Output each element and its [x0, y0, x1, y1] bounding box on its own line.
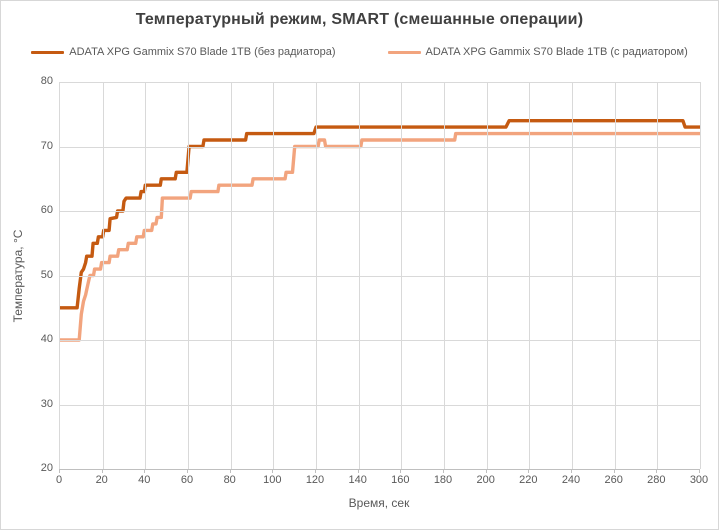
x-tick-label: 40 — [138, 474, 151, 486]
x-tick-mark — [59, 469, 60, 473]
x-axis-title: Время, сек — [348, 496, 410, 510]
v-gridline — [316, 82, 317, 469]
x-tick-mark — [571, 469, 572, 473]
legend-item-with-heatsink: ADATA XPG Gammix S70 Blade 1TB (с радиат… — [387, 46, 688, 58]
v-gridline — [230, 82, 232, 469]
x-tick-mark — [187, 469, 188, 473]
v-gridline — [572, 82, 573, 469]
h-gridline — [60, 82, 700, 83]
x-tick-mark — [272, 469, 274, 473]
v-gridline — [102, 82, 104, 469]
x-tick-label: 160 — [391, 474, 410, 486]
h-gridline — [60, 404, 700, 406]
series-line-0 — [60, 119, 700, 310]
y-tick-label: 60 — [40, 204, 53, 216]
y-tick-label: 40 — [40, 333, 53, 345]
x-tick-mark — [699, 469, 700, 473]
v-gridline — [529, 82, 531, 469]
legend-swatch — [387, 50, 421, 54]
series-line-1 — [60, 131, 700, 342]
x-tick-label: 60 — [180, 474, 194, 486]
v-gridline — [700, 82, 701, 469]
x-tick-label: 20 — [95, 474, 108, 486]
x-tick-mark — [613, 469, 615, 473]
x-tick-label: 260 — [604, 474, 623, 486]
h-gridline — [60, 146, 700, 148]
x-tick-label: 220 — [519, 474, 538, 486]
v-gridline — [358, 82, 360, 469]
y-tick-label: 50 — [40, 268, 53, 281]
x-tick-mark — [357, 469, 359, 473]
x-tick-mark — [400, 469, 402, 473]
h-gridline — [60, 340, 700, 341]
x-tick-label: 80 — [223, 474, 236, 486]
x-tick-mark — [528, 469, 530, 473]
x-tick-mark — [101, 469, 103, 473]
v-gridline — [614, 82, 616, 469]
h-gridline — [60, 275, 700, 277]
plot-area — [59, 82, 701, 470]
y-tick-label: 80 — [40, 75, 53, 87]
x-tick-mark — [144, 469, 146, 473]
x-tick-label: 120 — [305, 474, 325, 486]
x-tick-label: 180 — [433, 474, 453, 486]
x-tick-label: 140 — [348, 474, 367, 486]
x-tick-label: 0 — [55, 474, 63, 486]
y-tick-label: 20 — [40, 462, 53, 474]
x-tick-mark — [315, 469, 316, 473]
v-gridline — [145, 82, 147, 469]
v-gridline — [273, 82, 275, 469]
x-tick-label: 300 — [689, 474, 709, 486]
v-gridline — [486, 82, 488, 469]
chart-title: Температурный режим, SMART (смешанные оп… — [135, 11, 584, 28]
v-gridline — [401, 82, 403, 469]
v-gridline — [444, 82, 445, 469]
y-tick-label: 30 — [40, 397, 53, 410]
legend-swatch — [31, 50, 65, 54]
legend-item-no-heatsink: ADATA XPG Gammix S70 Blade 1TB (без ради… — [31, 46, 336, 58]
x-tick-label: 200 — [476, 474, 495, 486]
legend: ADATA XPG Gammix S70 Blade 1TB (без ради… — [1, 46, 718, 58]
y-tick-label: 70 — [40, 139, 53, 152]
v-gridline — [657, 82, 659, 469]
series-svg — [60, 119, 700, 342]
x-tick-label: 280 — [647, 474, 666, 486]
v-gridline — [188, 82, 189, 469]
x-tick-mark — [656, 469, 658, 473]
x-tick-mark — [485, 469, 487, 473]
x-tick-label: 240 — [561, 474, 581, 486]
legend-label: ADATA XPG Gammix S70 Blade 1TB (с радиат… — [425, 46, 688, 58]
legend-label: ADATA XPG Gammix S70 Blade 1TB (без ради… — [69, 46, 336, 58]
x-tick-mark — [443, 469, 444, 473]
x-tick-label: 100 — [263, 474, 282, 486]
x-tick-mark — [229, 469, 231, 473]
h-gridline — [60, 211, 700, 212]
